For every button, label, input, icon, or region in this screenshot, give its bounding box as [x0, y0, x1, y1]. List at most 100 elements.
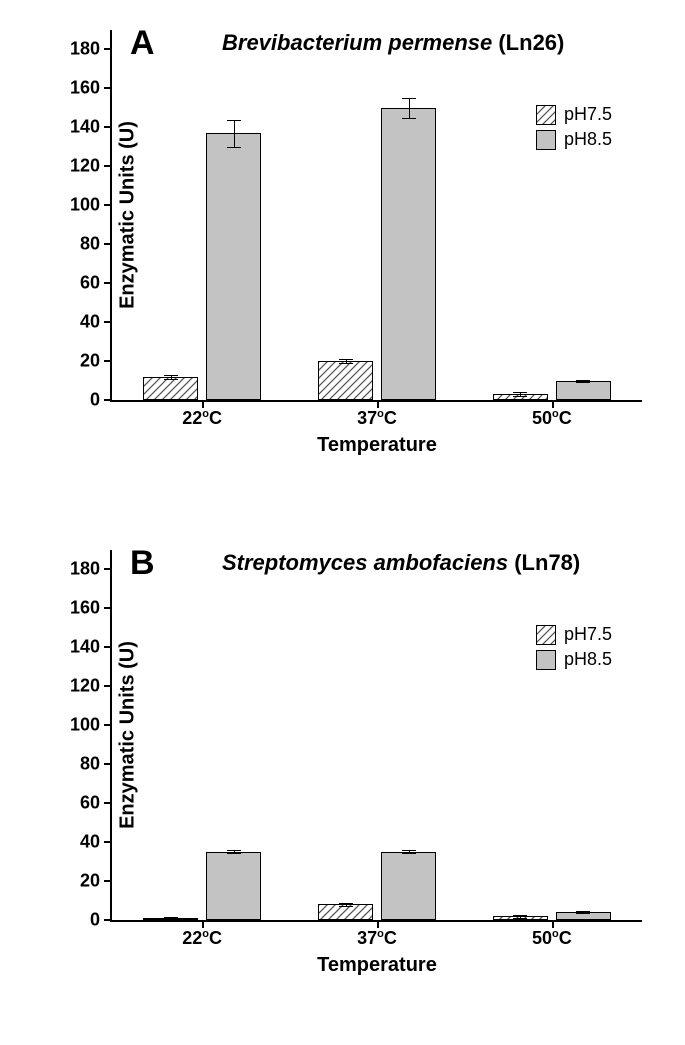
- y-tick-label: 100: [70, 195, 100, 216]
- error-cap-top: [227, 850, 241, 851]
- error-cap-top: [513, 915, 527, 916]
- y-tick-label: 140: [70, 117, 100, 138]
- y-tick: [104, 126, 112, 128]
- panel-b: B Streptomyces ambofaciens (Ln78) Enzyma…: [0, 520, 685, 1030]
- legend-item-pH7.5: pH7.5: [536, 104, 612, 125]
- x-tick: [377, 400, 379, 408]
- error-cap-bottom: [227, 147, 241, 148]
- y-tick-label: 160: [70, 78, 100, 99]
- y-tick: [104, 204, 112, 206]
- panel-b-species: Streptomyces ambofaciens: [222, 550, 508, 575]
- error-bar: [234, 120, 235, 147]
- error-cap-top: [402, 98, 416, 99]
- y-tick: [104, 841, 112, 843]
- y-tick: [104, 87, 112, 89]
- bar-pH8.5: [206, 133, 261, 400]
- error-cap-bottom: [576, 913, 590, 914]
- error-cap-top: [339, 359, 353, 360]
- x-axis-title-b: Temperature: [317, 954, 437, 977]
- y-tick-label: 100: [70, 715, 100, 736]
- bar-pH8.5: [206, 852, 261, 920]
- y-tick: [104, 685, 112, 687]
- x-axis-title-a: Temperature: [317, 434, 437, 457]
- y-tick-label: 120: [70, 676, 100, 697]
- error-cap-bottom: [227, 853, 241, 854]
- y-tick: [104, 360, 112, 362]
- x-tick-label: 22oC: [182, 928, 222, 949]
- y-tick-label: 180: [70, 559, 100, 580]
- x-tick: [202, 400, 204, 408]
- x-tick-label: 50oC: [532, 928, 572, 949]
- legend-item-pH8.5: pH8.5: [536, 649, 612, 670]
- legend-label: pH7.5: [564, 104, 612, 125]
- panel-a-species: Brevibacterium permense: [222, 30, 492, 55]
- y-tick-label: 40: [80, 312, 100, 333]
- error-cap-top: [164, 917, 178, 918]
- error-cap-bottom: [339, 906, 353, 907]
- y-tick-label: 0: [90, 390, 100, 411]
- plot-area-a: A Brevibacterium permense (Ln26) Enzymat…: [110, 30, 642, 402]
- y-tick-label: 0: [90, 910, 100, 931]
- panel-letter-a: A: [130, 24, 155, 63]
- y-tick-label: 80: [80, 234, 100, 255]
- error-cap-bottom: [576, 382, 590, 383]
- y-axis-title-b: Enzymatic Units (U): [116, 641, 139, 829]
- y-tick: [104, 802, 112, 804]
- y-tick: [104, 243, 112, 245]
- bar-pH7.5: [143, 377, 198, 400]
- y-tick: [104, 880, 112, 882]
- y-tick: [104, 724, 112, 726]
- y-tick-label: 60: [80, 273, 100, 294]
- y-tick: [104, 919, 112, 921]
- bar-pH8.5: [381, 108, 436, 400]
- y-tick: [104, 282, 112, 284]
- error-bar: [409, 98, 410, 117]
- x-tick: [552, 400, 554, 408]
- error-cap-top: [513, 392, 527, 393]
- legend-item-pH8.5: pH8.5: [536, 129, 612, 150]
- legend: pH7.5 pH8.5: [536, 100, 612, 154]
- error-cap-bottom: [402, 853, 416, 854]
- error-cap-top: [576, 380, 590, 381]
- x-tick-label: 22oC: [182, 408, 222, 429]
- panel-a: A Brevibacterium permense (Ln26) Enzymat…: [0, 0, 685, 510]
- plot-area-b: B Streptomyces ambofaciens (Ln78) Enzyma…: [110, 550, 642, 922]
- x-tick: [552, 920, 554, 928]
- figure-page: A Brevibacterium permense (Ln26) Enzymat…: [0, 0, 685, 1045]
- bar-pH7.5: [318, 361, 373, 400]
- x-tick-label: 37oC: [357, 408, 397, 429]
- error-cap-bottom: [164, 919, 178, 920]
- y-tick: [104, 48, 112, 50]
- panel-title-b: Streptomyces ambofaciens (Ln78): [222, 550, 580, 576]
- legend-swatch: [536, 625, 556, 645]
- x-tick: [377, 920, 379, 928]
- error-cap-bottom: [339, 363, 353, 364]
- y-tick: [104, 568, 112, 570]
- y-tick-label: 140: [70, 637, 100, 658]
- y-tick-label: 20: [80, 351, 100, 372]
- y-tick: [104, 763, 112, 765]
- y-tick-label: 80: [80, 754, 100, 775]
- y-tick: [104, 399, 112, 401]
- legend-swatch: [536, 650, 556, 670]
- x-tick-label: 50oC: [532, 408, 572, 429]
- legend: pH7.5pH8.5: [536, 620, 612, 674]
- error-cap-bottom: [164, 379, 178, 380]
- error-cap-top: [402, 850, 416, 851]
- y-tick: [104, 646, 112, 648]
- y-tick-label: 60: [80, 793, 100, 814]
- error-cap-bottom: [402, 118, 416, 119]
- y-tick: [104, 165, 112, 167]
- x-tick: [202, 920, 204, 928]
- legend-swatch: [536, 130, 556, 150]
- y-axis-title-a: Enzymatic Units (U): [116, 121, 139, 309]
- bar-pH8.5: [381, 852, 436, 920]
- panel-letter-b: B: [130, 544, 155, 583]
- y-tick-label: 20: [80, 871, 100, 892]
- legend-swatch: [536, 105, 556, 125]
- y-tick: [104, 607, 112, 609]
- bar-pH8.5: [556, 381, 611, 400]
- error-cap-bottom: [513, 396, 527, 397]
- error-cap-top: [339, 903, 353, 904]
- panel-title-a: Brevibacterium permense (Ln26): [222, 30, 564, 56]
